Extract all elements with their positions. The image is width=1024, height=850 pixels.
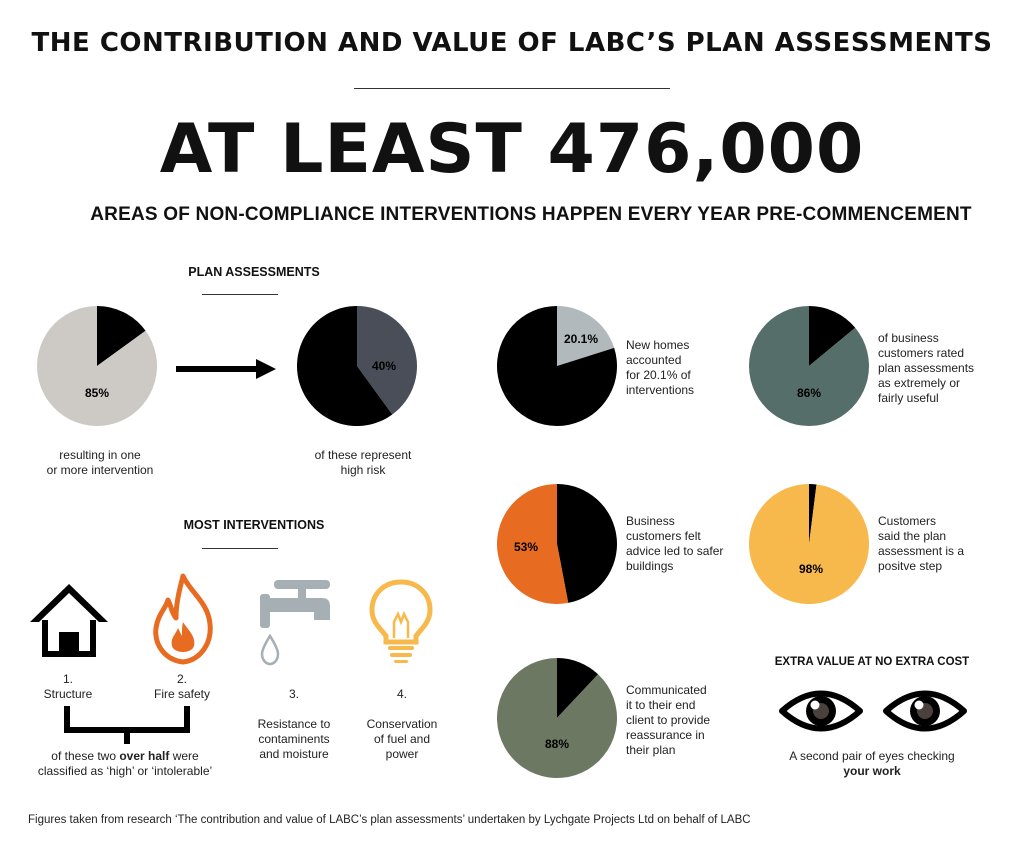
intervention-item-moisture: 3. Resistance to contaminents and moistu… xyxy=(257,687,331,761)
pie-label-safer-buildings: 53% xyxy=(514,540,538,554)
pie-slice-safer-buildings-1 xyxy=(557,484,617,603)
pie-chart-new-homes: 20.1% xyxy=(497,306,617,426)
headline-stat: AT LEAST 476,000 xyxy=(159,110,865,189)
pie-label-reassurance: 88% xyxy=(545,737,569,751)
caption-interventions: resulting in one or more intervention xyxy=(46,448,154,477)
pie-label-high-risk: 40% xyxy=(372,359,396,373)
pie-chart-safer-buildings: 53% xyxy=(497,484,617,604)
pie-chart-reassurance: 88% xyxy=(497,658,617,778)
intervention-item-fire-safety: 2. Fire safety xyxy=(153,672,210,701)
headline-subtitle: AREAS OF NON-COMPLIANCE INTERVENTIONS HA… xyxy=(90,204,972,225)
pie-slice-safer-buildings-0 xyxy=(497,484,569,604)
pie-chart-interventions: 85% xyxy=(37,306,158,426)
pie-slice-useful-1 xyxy=(809,306,856,366)
pie-slice-high-risk-1 xyxy=(297,306,393,426)
caption-safer-buildings: Business customers felt advice led to sa… xyxy=(626,514,724,573)
pie-slice-interventions-1 xyxy=(97,306,146,366)
pie-label-positive-step: 98% xyxy=(799,562,823,576)
pie-slice-useful-0 xyxy=(749,306,869,426)
extra-value-caption: A second pair of eyes checking your work xyxy=(789,749,955,778)
intervention-item-fuel-power: 4. Conservation of fuel and power xyxy=(366,687,438,761)
intervention-note: of these two over half were classified a… xyxy=(37,749,213,778)
pie-slice-interventions-0 xyxy=(37,306,158,426)
pie-chart-positive-step: 98% xyxy=(749,484,869,604)
pie-label-new-homes: 20.1% xyxy=(564,332,598,346)
tap-icon xyxy=(260,580,330,666)
pie-slice-high-risk-0 xyxy=(357,306,418,415)
caption-positive-step: Customers said the plan assessment is a … xyxy=(878,514,965,573)
pie-slice-reassurance-1 xyxy=(557,658,599,718)
caption-reassurance: Communicated it to their end client to p… xyxy=(626,683,711,757)
bracket-connector xyxy=(64,706,190,744)
arrow-icon xyxy=(176,359,276,379)
pie-slice-new-homes-1 xyxy=(497,306,617,426)
house-icon xyxy=(30,584,108,657)
flame-icon xyxy=(153,573,213,665)
pie-slice-positive-step-1 xyxy=(809,484,817,544)
pie-label-interventions: 85% xyxy=(85,386,109,400)
pie-slice-reassurance-0 xyxy=(497,658,617,778)
pie-slice-positive-step-0 xyxy=(749,484,869,604)
most-interventions-divider xyxy=(202,548,278,549)
lightbulb-icon xyxy=(369,579,433,663)
intervention-item-structure: 1. Structure xyxy=(43,672,93,701)
plan-assessments-heading: PLAN ASSESSMENTS xyxy=(188,265,320,279)
most-interventions-heading: MOST INTERVENTIONS xyxy=(183,518,325,532)
title-divider xyxy=(354,88,670,89)
eye-icon xyxy=(779,690,863,732)
pie-chart-useful: 86% xyxy=(749,306,869,426)
extra-value-heading: EXTRA VALUE AT NO EXTRA COST xyxy=(774,656,970,668)
eye-icon xyxy=(883,690,967,732)
pie-slice-new-homes-0 xyxy=(557,306,615,366)
pie-label-useful: 86% xyxy=(797,386,821,400)
plan-assessments-divider xyxy=(202,294,278,295)
footer-note: Figures taken from research ‘The contrib… xyxy=(28,814,751,826)
page-title: THE CONTRIBUTION AND VALUE OF LABC’S PLA… xyxy=(31,28,993,58)
caption-new-homes: New homes accounted for 20.1% of interve… xyxy=(626,338,695,397)
caption-useful: of business customers rated plan assessm… xyxy=(878,331,975,405)
pie-chart-high-risk: 40% xyxy=(297,306,418,426)
caption-high-risk: of these represent high risk xyxy=(314,448,412,477)
